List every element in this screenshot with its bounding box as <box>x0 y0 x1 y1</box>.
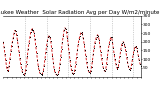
Title: Milwaukee Weather  Solar Radiation Avg per Day W/m2/minute: Milwaukee Weather Solar Radiation Avg pe… <box>0 10 159 15</box>
